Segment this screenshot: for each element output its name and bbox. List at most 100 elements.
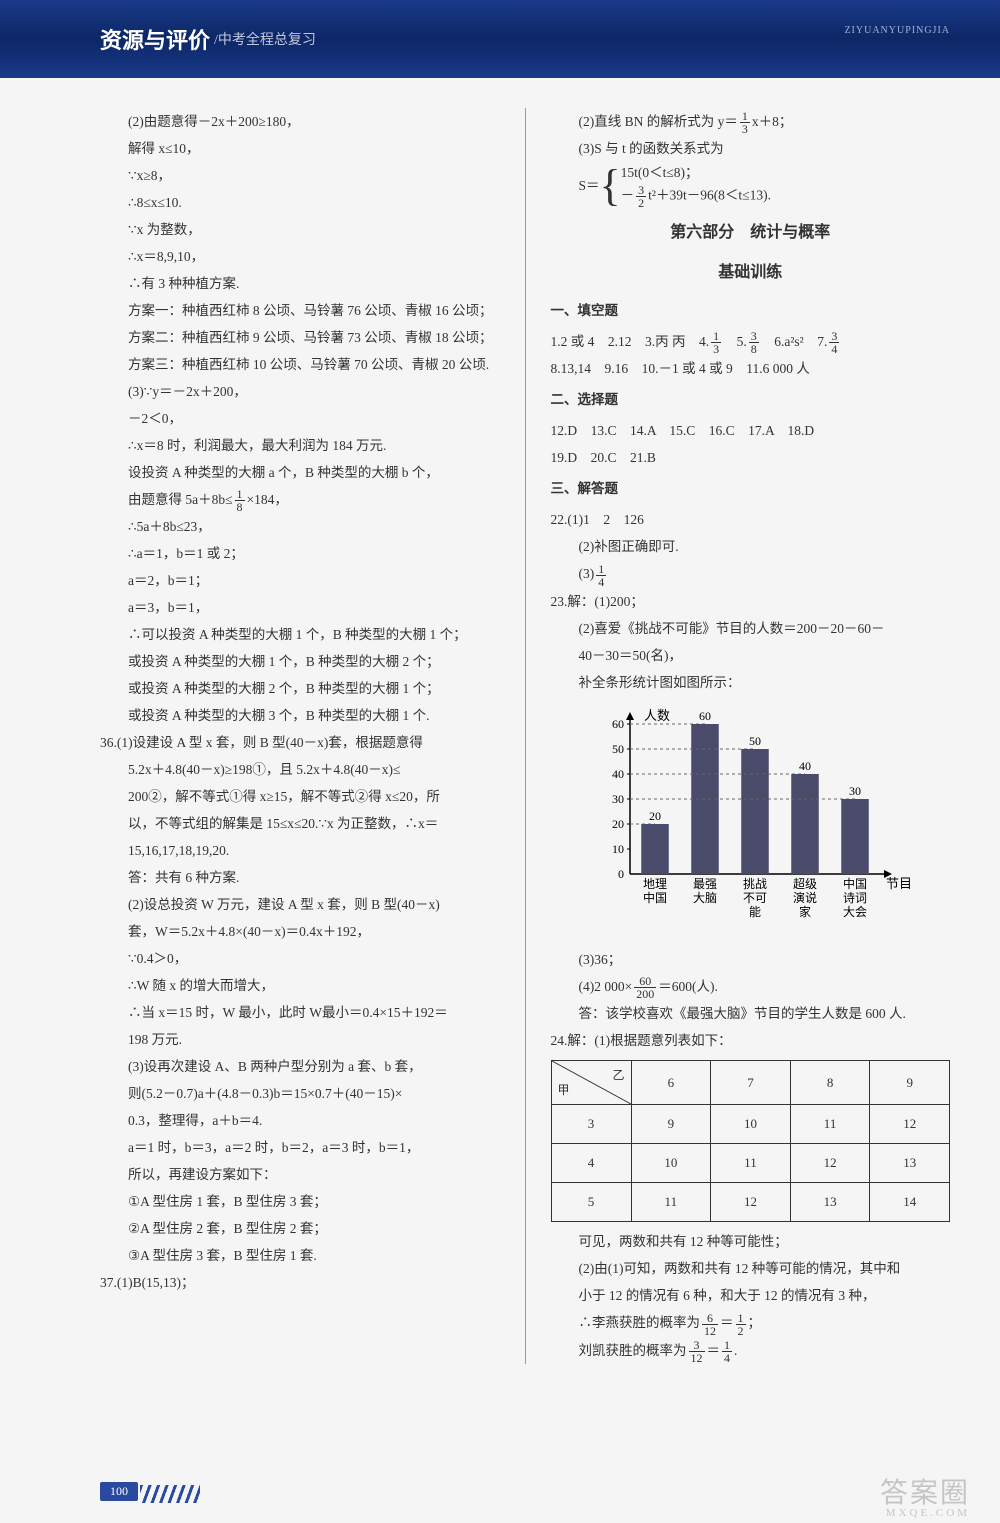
page-header: 资源与评价 /中考全程总复习 ZIYUANYUPINGJIA — [0, 0, 1000, 78]
cell: 11 — [711, 1144, 791, 1183]
footer-decoration — [140, 1485, 200, 1503]
line: (2)设总投资 W 万元，建设 A 型 x 套，则 B 型(40－x) — [100, 891, 500, 918]
line: 200②，解不等式①得 x≥15，解不等式②得 x≤20，所 — [100, 783, 500, 810]
line: ①A 型住房 1 套，B 型住房 3 套； — [100, 1188, 500, 1215]
table-row: 3 9 10 11 12 — [551, 1105, 950, 1144]
line: 所以，再建设方案如下： — [100, 1161, 500, 1188]
line: ∴a＝1，b＝1 或 2； — [100, 540, 500, 567]
svg-text:挑战: 挑战 — [743, 877, 767, 891]
line: (3)36； — [551, 946, 951, 973]
line: (2)补图正确即可. — [551, 533, 951, 560]
col-header: 8 — [790, 1061, 870, 1105]
column-divider — [525, 108, 526, 1364]
svg-text:10: 10 — [612, 842, 624, 856]
cell: 13 — [870, 1144, 950, 1183]
svg-text:50: 50 — [612, 742, 624, 756]
line: 套，W＝5.2x＋4.8×(40－x)＝0.4x＋192， — [100, 918, 500, 945]
line: ③A 型住房 3 套，B 型住房 1 套. — [100, 1242, 500, 1269]
line: (2)直线 BN 的解析式为 y＝13x＋8； — [551, 108, 951, 135]
line: 补全条形统计图如图所示： — [551, 669, 951, 696]
bar-chart: 0102030405060人数节目20地理中国60最强大脑50挑战不可能40超级… — [590, 706, 910, 936]
line: 8.13,14 9.16 10.－1 或 4 或 9 11.6 000 人 — [551, 355, 951, 382]
col-header: 6 — [631, 1061, 711, 1105]
fraction: 13 — [740, 110, 750, 135]
text: x＋8； — [752, 114, 793, 129]
line: ∴有 3 种种植方案. — [100, 270, 500, 297]
line: 设投资 A 种类型的大棚 a 个，B 种类型的大棚 b 个， — [100, 459, 500, 486]
cell: 10 — [711, 1105, 791, 1144]
line: 1.2 或 4 2.12 3.丙 丙 4.13 5.38 6.a²s² 7.34 — [551, 328, 951, 355]
line: 或投资 A 种类型的大棚 2 个，B 种类型的大棚 1 个； — [100, 675, 500, 702]
svg-text:大脑: 大脑 — [693, 891, 717, 905]
line: 答：该学校喜欢《最强大脑》节目的学生人数是 600 人. — [551, 1000, 951, 1027]
line: 以，不等式组的解集是 15≤x≤20.∵x 为正整数，∴x＝ — [100, 810, 500, 837]
svg-text:超级: 超级 — [793, 876, 817, 891]
line: 解得 x≤10， — [100, 135, 500, 162]
line: 22.(1)1 2 126 — [551, 506, 951, 533]
diag-row-label: 甲 — [558, 1078, 570, 1102]
line: ∵0.4＞0， — [100, 945, 500, 972]
line: 刘凯获胜的概率为312＝14. — [551, 1337, 951, 1364]
line: 0.3，整理得，a＋b＝4. — [100, 1107, 500, 1134]
probability-table: 乙 甲 6 7 8 9 3 9 10 11 12 4 10 11 12 13 — [551, 1060, 951, 1222]
line: 40－30＝50(名)， — [551, 642, 951, 669]
cell: 13 — [790, 1183, 870, 1222]
line: ∴W 随 x 的增大而增大， — [100, 972, 500, 999]
text: 由题意得 5a＋8b≤ — [128, 492, 233, 507]
heading-fill: 一、填空题 — [551, 297, 951, 324]
section-subtitle: 基础训练 — [551, 257, 951, 289]
svg-text:诗词: 诗词 — [843, 891, 867, 905]
piece: －32t²＋39t－96(8＜t≤13). — [621, 184, 771, 209]
line: (2)由(1)可知，两数和共有 12 种等可能的情况，其中和 — [551, 1255, 951, 1282]
cell: 12 — [711, 1183, 791, 1222]
svg-text:中国: 中国 — [643, 890, 667, 905]
fraction: 18 — [235, 488, 245, 513]
line: (4)2 000×60200＝600(人). — [551, 973, 951, 1000]
line: 37.(1)B(15,13)； — [100, 1269, 500, 1296]
watermark: 答案圈 — [880, 1471, 970, 1511]
svg-text:人数: 人数 — [644, 708, 670, 723]
header-pinyin: ZIYUANYUPINGJIA — [844, 25, 950, 36]
line: 或投资 A 种类型的大棚 3 个，B 种类型的大棚 1 个. — [100, 702, 500, 729]
svg-text:大会: 大会 — [843, 905, 867, 919]
line: (2)由题意得－2x＋200≥180， — [100, 108, 500, 135]
line: －2＜0， — [100, 405, 500, 432]
line: (3)14 — [551, 560, 951, 587]
line: a＝1 时，b＝3，a＝2 时，b＝2，a＝3 时，b＝1， — [100, 1134, 500, 1161]
svg-text:家: 家 — [799, 904, 811, 919]
col-header: 7 — [711, 1061, 791, 1105]
text: (2)直线 BN 的解析式为 y＝ — [579, 114, 738, 129]
page-body: (2)由题意得－2x＋200≥180， 解得 x≤10， ∵x≥8， ∴8≤x≤… — [0, 78, 1000, 1414]
cell: 14 — [870, 1183, 950, 1222]
cell: 12 — [870, 1105, 950, 1144]
diagonal-header: 乙 甲 — [551, 1061, 631, 1105]
svg-text:30: 30 — [612, 792, 624, 806]
svg-text:40: 40 — [799, 759, 811, 773]
svg-text:最强: 最强 — [693, 877, 717, 891]
line: (3)∵y＝－2x＋200， — [100, 378, 500, 405]
line: ∴当 x＝15 时，W 最小，此时 W最小＝0.4×15＋192＝ — [100, 999, 500, 1026]
line: (2)喜爱《挑战不可能》节目的人数＝200－20－60－ — [551, 615, 951, 642]
line: (3)S 与 t 的函数关系式为 — [551, 135, 951, 162]
svg-text:0: 0 — [618, 867, 624, 881]
line: 可见，两数和共有 12 种等可能性； — [551, 1228, 951, 1255]
cell: 11 — [790, 1105, 870, 1144]
line: 198 万元. — [100, 1026, 500, 1053]
line: 由题意得 5a＋8b≤18×184， — [100, 486, 500, 513]
line: 方案二：种植西红柿 9 公顷、马铃薯 73 公顷、青椒 18 公顷； — [100, 324, 500, 351]
svg-text:40: 40 — [612, 767, 624, 781]
bar-chart-svg: 0102030405060人数节目20地理中国60最强大脑50挑战不可能40超级… — [590, 706, 910, 936]
svg-text:中国: 中国 — [843, 876, 867, 891]
line: 或投资 A 种类型的大棚 1 个，B 种类型的大棚 2 个； — [100, 648, 500, 675]
line: ∴x＝8 时，利润最大，最大利润为 184 万元. — [100, 432, 500, 459]
line: 答：共有 6 种方案. — [100, 864, 500, 891]
svg-text:能: 能 — [749, 905, 761, 919]
line: 36.(1)设建设 A 型 x 套，则 B 型(40－x)套，根据题意得 — [100, 729, 500, 756]
cell: 12 — [790, 1144, 870, 1183]
line: 23.解：(1)200； — [551, 588, 951, 615]
svg-text:20: 20 — [612, 817, 624, 831]
svg-text:地理: 地理 — [643, 877, 667, 891]
line: ∴李燕获胜的概率为612＝12； — [551, 1309, 951, 1336]
piece: 15t(0＜t≤8)； — [621, 162, 771, 184]
line: 方案一：种植西红柿 8 公顷、马铃薯 76 公顷、青椒 16 公顷； — [100, 297, 500, 324]
